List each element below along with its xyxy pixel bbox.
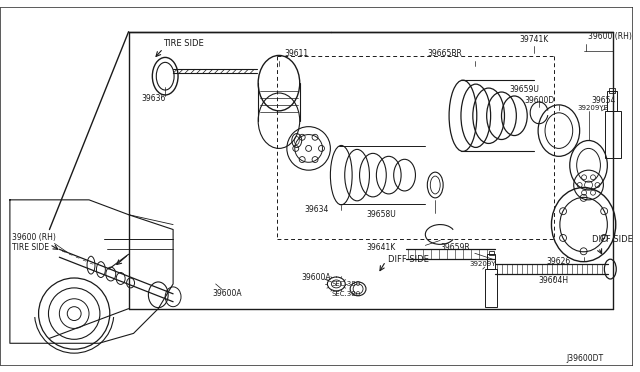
Text: 39600D: 39600D [524, 96, 554, 105]
Text: DIFF SIDE: DIFF SIDE [591, 235, 632, 244]
Bar [484, 269, 497, 307]
Text: 39209Y: 39209Y [469, 261, 496, 267]
Text: 39641K: 39641K [366, 243, 396, 252]
Bar [607, 91, 617, 111]
Bar [489, 251, 493, 255]
Text: 39741K: 39741K [520, 35, 548, 44]
Text: 39600 (RH): 39600 (RH) [12, 233, 56, 242]
Text: 39600 (RH): 39600 (RH) [588, 32, 632, 41]
Text: SEC.380: SEC.380 [332, 291, 361, 297]
Text: 39658U: 39658U [366, 210, 396, 219]
Text: 39659U: 39659U [509, 84, 539, 94]
Text: 39634: 39634 [305, 205, 329, 214]
Text: 39611: 39611 [285, 49, 309, 58]
Text: SEC.380: SEC.380 [332, 281, 361, 287]
Text: DIFF SIDE: DIFF SIDE [388, 255, 429, 264]
Text: 39600A: 39600A [301, 273, 332, 282]
Text: TIRE SIDE: TIRE SIDE [163, 39, 204, 48]
Text: TIRE SIDE: TIRE SIDE [12, 243, 49, 252]
Text: J39600DT: J39600DT [566, 354, 604, 363]
Text: 39209YB: 39209YB [578, 105, 609, 111]
Text: 39604H: 39604H [539, 276, 569, 285]
Text: 39654: 39654 [591, 96, 616, 105]
Text: 39665BR: 39665BR [428, 49, 463, 58]
Bar [609, 88, 615, 93]
Bar [486, 254, 495, 269]
Bar [605, 111, 621, 158]
Text: 39600A: 39600A [212, 289, 243, 298]
Text: 39626: 39626 [547, 257, 571, 266]
Text: 39659R: 39659R [440, 243, 470, 252]
Text: 39636: 39636 [141, 94, 166, 103]
